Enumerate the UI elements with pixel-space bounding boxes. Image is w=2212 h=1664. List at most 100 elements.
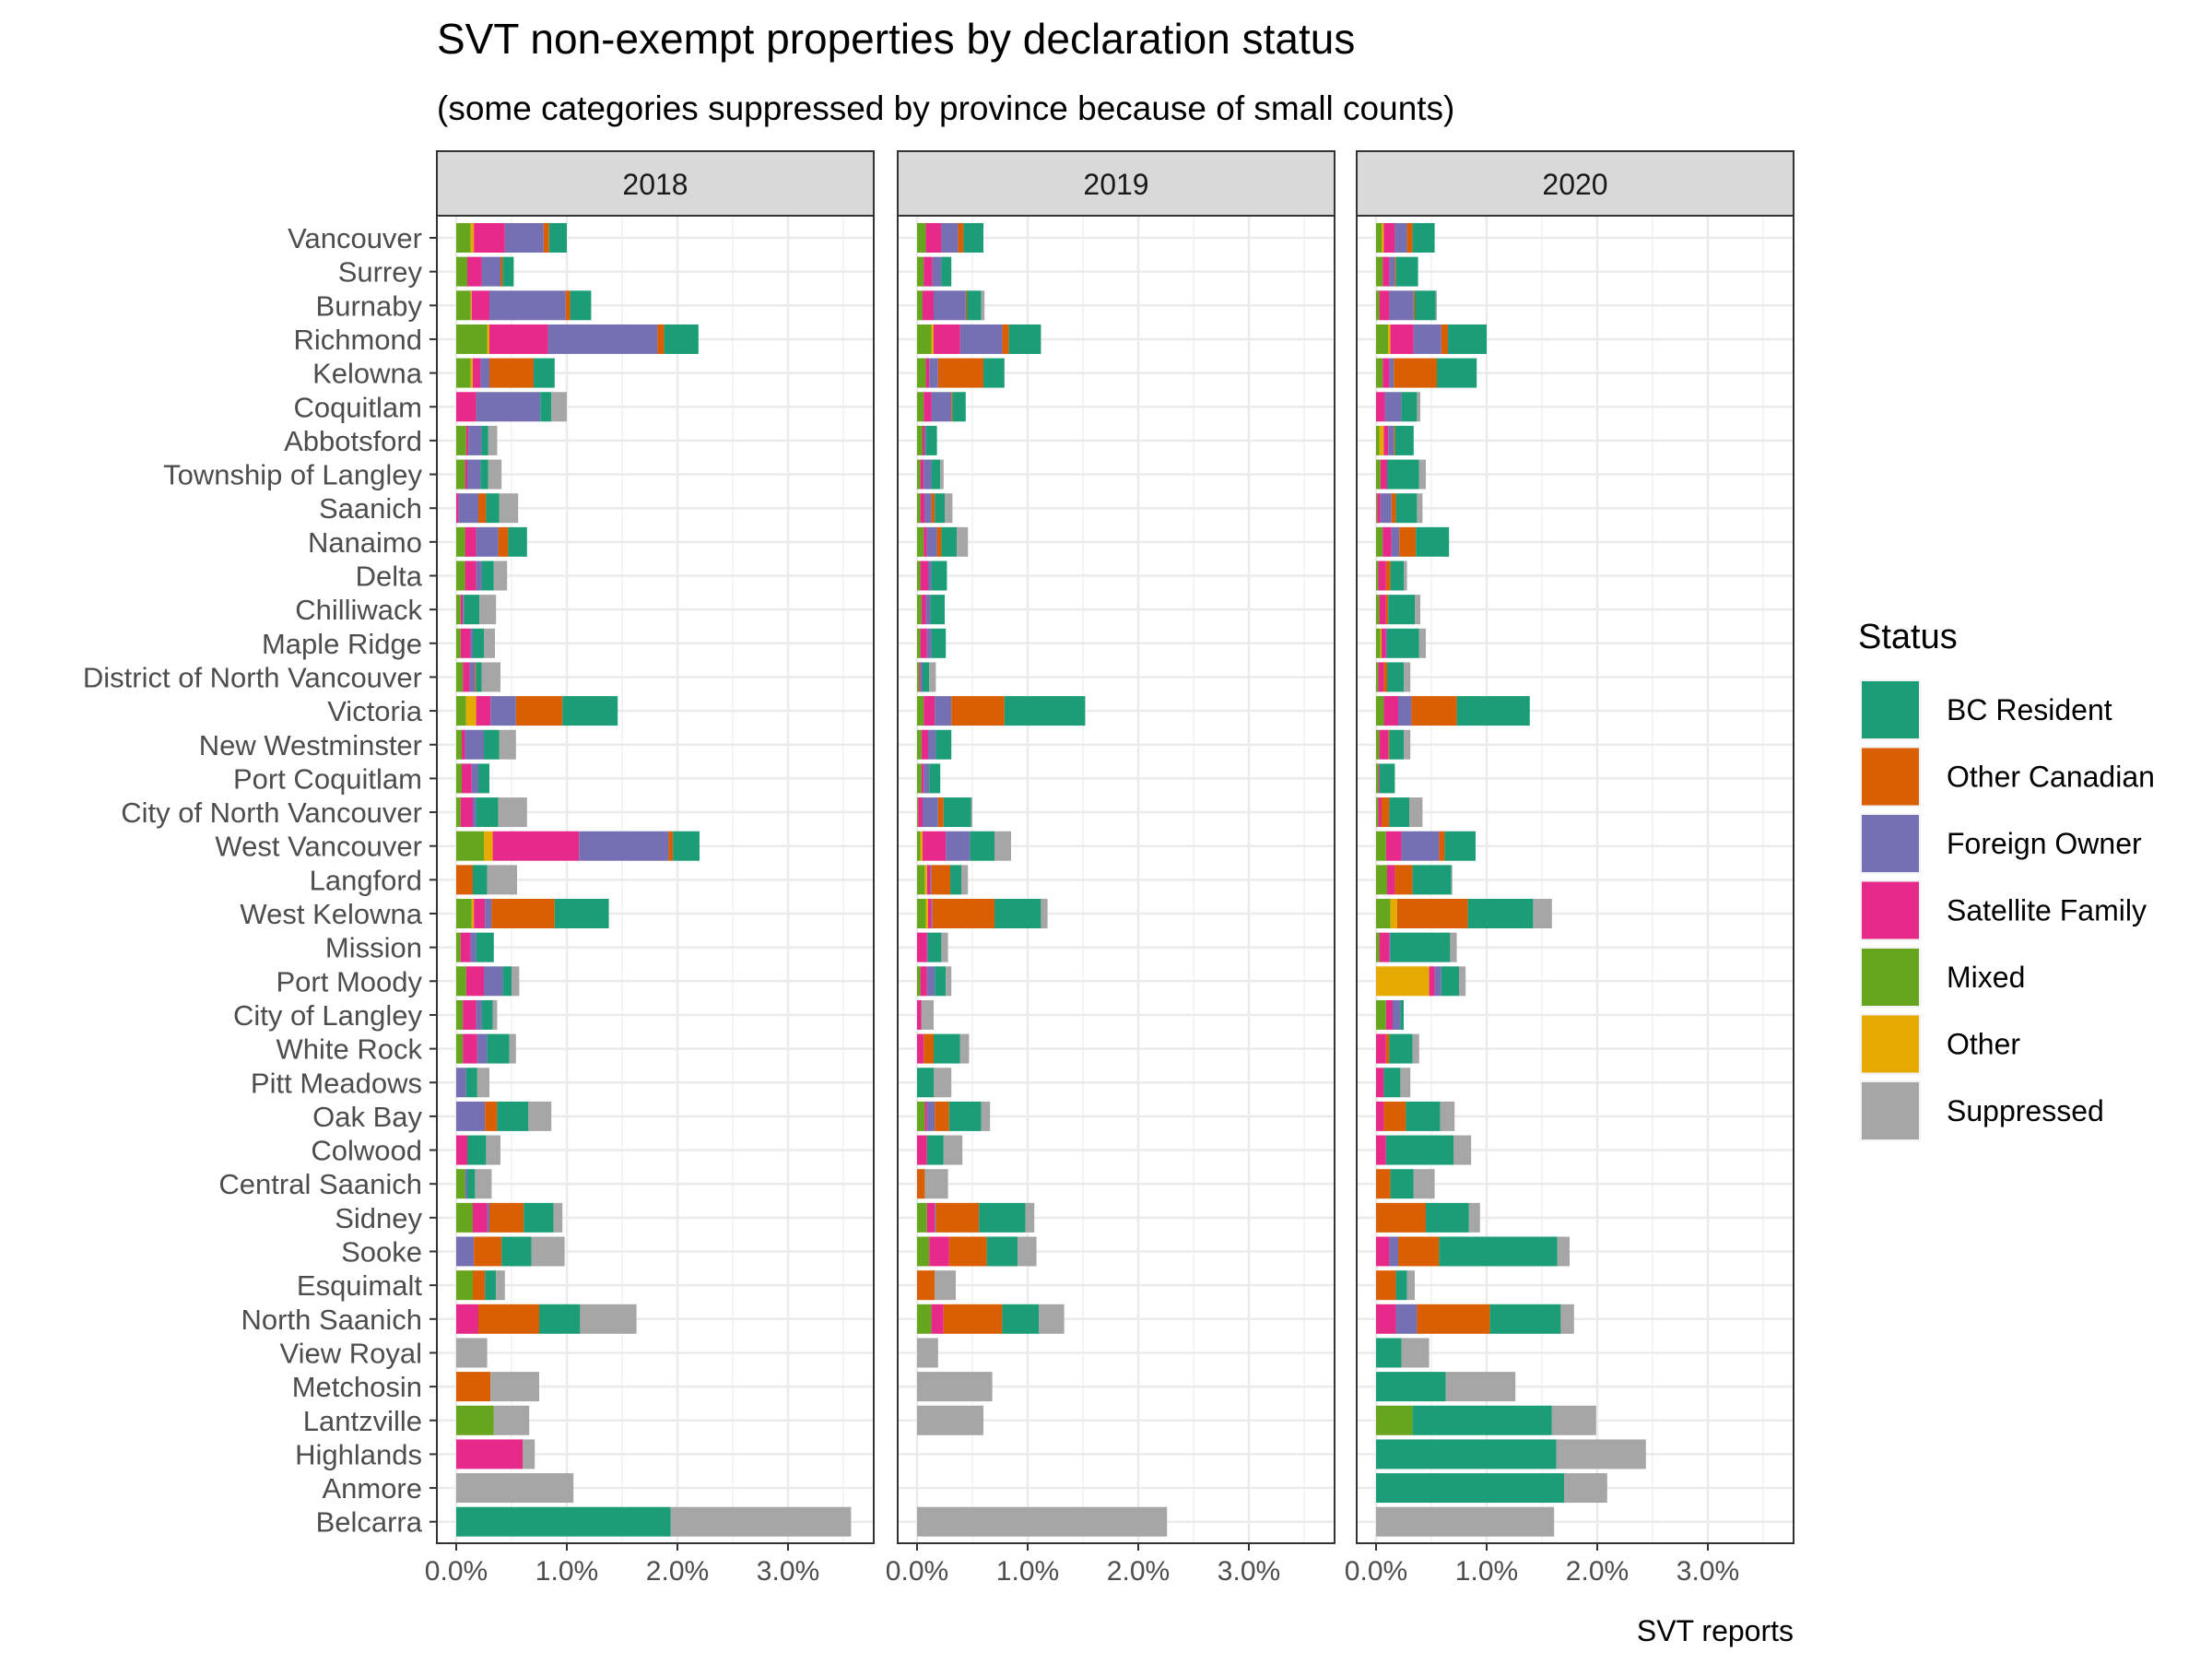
bar-2019-port-moody-satellite-family [920, 966, 927, 997]
y-label-victoria: Victoria [327, 695, 423, 727]
bar-2018-richmond-other [487, 324, 489, 354]
y-label-highlands: Highlands [295, 1438, 422, 1470]
bar-2020-victoria-satellite-family [1383, 696, 1398, 726]
bar-2019-city-of-langley-suppressed [921, 999, 934, 1030]
bar-2019-west-vancouver-other [920, 831, 923, 861]
bar-2018-sidney-bc-resident [524, 1202, 554, 1233]
bar-2020-west-vancouver-bc-resident [1444, 831, 1476, 861]
bar-2018-west-kelowna-other-canadian [491, 899, 555, 928]
bar-2019-pitt-meadows-suppressed [934, 1068, 952, 1098]
bar-2020-city-of-langley-mixed [1376, 999, 1386, 1030]
bar-2020-district-of-north-vancouver-other-canadian [1383, 662, 1387, 692]
bar-2020-view-royal-bc-resident [1376, 1338, 1402, 1368]
bar-2019-abbotsford-foreign-owner [924, 425, 926, 455]
bar-2018-district-of-north-vancouver-suppressed [481, 662, 500, 692]
bar-2020-city-of-langley-foreign-owner [1393, 999, 1401, 1030]
bar-2018-delta-suppressed [493, 561, 508, 591]
bar-2019-delta-mixed [917, 561, 921, 591]
bar-2019-victoria-other-canadian [951, 696, 1005, 726]
facet-strip-label: 2018 [622, 168, 688, 201]
x-tick-label: 0.0% [886, 1556, 948, 1587]
y-label-richmond: Richmond [293, 324, 422, 356]
y-label-delta: Delta [356, 561, 423, 593]
bar-2020-lantzville-suppressed [1551, 1405, 1596, 1435]
bar-2019-surrey-satellite-family [924, 256, 933, 287]
bar-2019-saanich-mixed [917, 493, 921, 524]
bar-2019-port-moody-foreign-owner [926, 966, 935, 997]
bar-2019-west-kelowna-suppressed [1041, 899, 1048, 928]
bar-2019-kelowna-other-canadian [937, 358, 983, 388]
bar-2019-central-saanich-suppressed [924, 1169, 948, 1199]
bar-2018-west-kelowna-satellite-family [474, 899, 486, 928]
bar-2020-coquitlam-satellite-family [1376, 392, 1385, 422]
bar-2020-victoria-other-canadian [1411, 696, 1457, 726]
bar-2018-vancouver-bc-resident [548, 223, 567, 253]
bar-2019-sidney-satellite-family [926, 1202, 935, 1233]
x-tick-label: 3.0% [1218, 1556, 1280, 1587]
bar-2019-central-saanich-other-canadian [917, 1169, 925, 1199]
bar-2018-richmond-other-canadian [657, 324, 665, 354]
bar-2019-sooke-satellite-family [929, 1236, 949, 1267]
x-tick-label: 2.0% [646, 1556, 709, 1587]
bar-2018-coquitlam-suppressed [551, 392, 567, 422]
bar-2019-port-moody-mixed [917, 966, 921, 997]
bar-2018-highlands-satellite-family [456, 1439, 523, 1469]
bar-2020-west-vancouver-mixed [1376, 831, 1386, 861]
bar-2020-pitt-meadows-satellite-family [1376, 1068, 1384, 1098]
facet-strip-label: 2020 [1542, 168, 1607, 201]
bar-2018-langford-suppressed [487, 865, 517, 895]
y-label-white-rock: White Rock [276, 1033, 423, 1066]
bar-2018-surrey-foreign-owner [481, 256, 500, 287]
bar-2018-pitt-meadows-suppressed [477, 1068, 489, 1098]
bar-2019-langford-other-canadian [931, 865, 950, 895]
bar-2018-west-vancouver-other-canadian [668, 831, 674, 861]
bar-2020-new-westminster-other-canadian [1388, 729, 1390, 760]
bar-2018-white-rock-suppressed [509, 1033, 516, 1064]
bar-2019-delta-bc-resident [931, 561, 947, 591]
bar-2020-vancouver-other-canadian [1406, 223, 1413, 253]
bar-2020-coquitlam-foreign-owner [1384, 392, 1402, 422]
y-label-lantzville: Lantzville [303, 1405, 422, 1437]
bar-2020-vancouver-other [1382, 223, 1384, 253]
bar-2019-north-saanich-satellite-family [931, 1304, 944, 1334]
bar-2018-surrey-mixed [456, 256, 467, 287]
bar-2018-burnaby-other [470, 290, 472, 321]
bar-2019-oak-bay-foreign-owner [926, 1101, 935, 1131]
bar-2020-colwood-satellite-family [1376, 1135, 1386, 1165]
chart-caption: SVT reports [1637, 1614, 1794, 1647]
bar-2019-abbotsford-bc-resident [925, 425, 937, 455]
bar-2020-mission-foreign-owner [1389, 932, 1391, 962]
bar-2019-north-saanich-mixed [917, 1304, 932, 1334]
bar-2018-west-kelowna-bc-resident [554, 899, 609, 928]
bar-2019-richmond-other [931, 324, 934, 354]
legend-swatch-other-canadian [1862, 748, 1919, 806]
legend-swatch-other [1862, 1015, 1919, 1073]
bar-2020-north-saanich-satellite-family [1376, 1304, 1396, 1334]
y-label-new-westminster: New Westminster [199, 729, 422, 761]
bar-2018-lantzville-suppressed [493, 1405, 530, 1435]
bar-2019-surrey-bc-resident [941, 256, 952, 287]
y-label-saanich: Saanich [319, 492, 422, 525]
y-label-west-vancouver: West Vancouver [215, 831, 422, 863]
bar-2018-sidney-foreign-owner [487, 1202, 489, 1233]
bar-2020-chilliwack-satellite-family [1379, 595, 1386, 625]
bar-2020-city-of-north-vancouver-suppressed [1409, 797, 1423, 828]
bar-2019-metchosin-suppressed [917, 1372, 993, 1402]
legend-swatch-suppressed [1862, 1082, 1919, 1139]
bar-2020-port-moody-other [1376, 966, 1430, 997]
bar-2020-langford-suppressed [1451, 865, 1453, 895]
bar-2019-sooke-bc-resident [986, 1236, 1018, 1267]
bar-2019-maple-ridge-foreign-owner [926, 628, 932, 658]
bar-2018-white-rock-mixed [456, 1033, 464, 1064]
bar-2019-burnaby-other-canadian [965, 290, 967, 321]
legend-label-bc-resident: BC Resident [1947, 693, 2112, 726]
bar-2019-victoria-satellite-family [924, 696, 935, 726]
bar-2020-central-saanich-bc-resident [1390, 1169, 1414, 1199]
bar-2020-mission-bc-resident [1390, 932, 1451, 962]
bar-2020-oak-bay-satellite-family [1376, 1101, 1384, 1131]
bar-2018-coquitlam-foreign-owner [476, 392, 541, 422]
bar-2020-maple-ridge-satellite-family [1382, 628, 1386, 658]
legend: Status BC Resident Other Canadian Foreign O… [1858, 618, 2155, 1141]
bar-2020-burnaby-foreign-owner [1389, 290, 1414, 321]
bar-2018-abbotsford-mixed [456, 425, 466, 455]
